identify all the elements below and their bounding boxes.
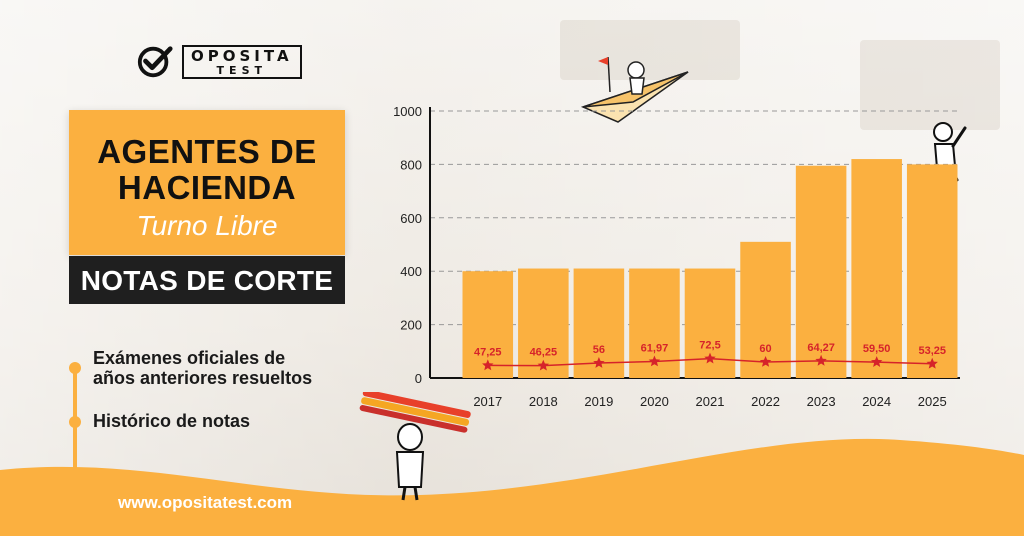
x-tick-label: 2021 bbox=[696, 394, 725, 409]
website-url[interactable]: www.opositatest.com bbox=[118, 493, 293, 512]
y-tick-label: 800 bbox=[400, 157, 422, 172]
score-data-label: 61,97 bbox=[641, 342, 669, 354]
score-point bbox=[815, 354, 827, 366]
feature-bullet bbox=[69, 362, 81, 374]
title-line-2: HACIENDA bbox=[117, 169, 297, 206]
score-point bbox=[871, 356, 883, 367]
score-point bbox=[926, 357, 938, 369]
y-tick-label: 400 bbox=[400, 264, 422, 279]
x-tick-label: 2022 bbox=[751, 394, 780, 409]
score-point bbox=[482, 359, 494, 371]
feature-item: Exámenes oficiales de años anteriores re… bbox=[93, 348, 312, 388]
x-tick-label: 2019 bbox=[584, 394, 613, 409]
check-circle-icon bbox=[137, 46, 173, 78]
title-band: NOTAS DE CORTE bbox=[69, 256, 345, 304]
score-point bbox=[704, 352, 716, 364]
page-title: AGENTES DE HACIENDA bbox=[69, 134, 345, 206]
logo-line-1: OPOSITA bbox=[191, 47, 293, 65]
x-tick-label: 2018 bbox=[529, 394, 558, 409]
feature-line-1: Exámenes oficiales de bbox=[93, 348, 286, 368]
y-tick-label: 1000 bbox=[393, 104, 422, 119]
x-tick-label: 2025 bbox=[918, 394, 947, 409]
logo-wordmark: OPOSITA TEST bbox=[182, 45, 302, 79]
y-tick-label: 0 bbox=[415, 371, 422, 386]
score-point bbox=[648, 355, 661, 367]
score-data-label: 46,25 bbox=[530, 347, 558, 359]
score-data-label: 72,5 bbox=[699, 340, 720, 352]
bar bbox=[795, 165, 847, 378]
x-tick-label: 2023 bbox=[807, 394, 836, 409]
bar bbox=[518, 268, 569, 378]
cutoff-scores-chart: 0 200 400 600 800 1000 2017 2018 2019 2020 2021 202… bbox=[393, 104, 960, 409]
score-point bbox=[759, 356, 772, 367]
brand-logo: OPOSITA TEST bbox=[136, 42, 302, 82]
paper-plane-illustration bbox=[580, 56, 689, 123]
y-tick-label: 200 bbox=[400, 318, 422, 333]
background-shelf bbox=[560, 20, 740, 80]
score-data-label: 47,25 bbox=[474, 346, 502, 358]
x-tick-label: 2024 bbox=[862, 394, 891, 409]
score-data-label: 56 bbox=[593, 344, 605, 356]
score-point bbox=[537, 359, 549, 371]
title-line-1: AGENTES DE bbox=[97, 133, 317, 170]
bar bbox=[851, 159, 902, 378]
score-point bbox=[593, 357, 605, 368]
x-tick-label: 2020 bbox=[640, 394, 669, 409]
score-data-label: 60 bbox=[759, 343, 771, 355]
title-card: AGENTES DE HACIENDA Turno Libre bbox=[69, 110, 345, 255]
logo-line-2: TEST bbox=[216, 64, 267, 77]
score-data-label: 59,50 bbox=[863, 343, 891, 355]
score-data-label: 64,27 bbox=[807, 342, 835, 354]
bar bbox=[740, 241, 791, 378]
bar bbox=[906, 164, 958, 378]
x-tick-label: 2017 bbox=[473, 394, 502, 409]
feature-line-2: años anteriores resueltos bbox=[93, 368, 313, 388]
score-data-label: 53,25 bbox=[918, 345, 946, 357]
subtitle: Turno Libre bbox=[136, 210, 278, 241]
background-shelf bbox=[860, 40, 1000, 130]
y-tick-label: 600 bbox=[400, 211, 422, 226]
feature-item: Histórico de notas bbox=[93, 411, 251, 431]
feature-bullet bbox=[69, 416, 81, 428]
bar bbox=[684, 268, 736, 378]
pencils-mascot-illustration bbox=[359, 392, 471, 501]
